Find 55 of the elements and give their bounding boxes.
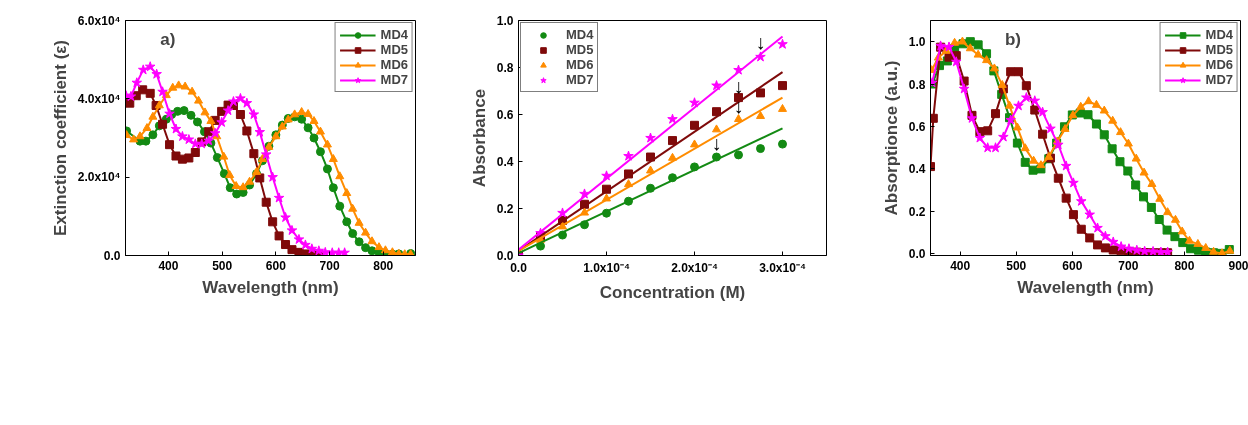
y-tick-label: 2.0x10⁴ — [77, 170, 121, 185]
x-tick-label: 3.0x10⁻⁴ — [759, 260, 806, 275]
y-tick-label: 0.4 — [496, 155, 514, 169]
y-tick-label: 0.6 — [496, 108, 514, 122]
x-axis-title: Wavelength (nm) — [1017, 277, 1154, 297]
x-tick-label: 900 — [1228, 258, 1248, 273]
x-tick-label: 800 — [1174, 258, 1195, 273]
x-tick-label: 400 — [950, 258, 971, 273]
annotation: ↓ — [711, 132, 722, 155]
x-tick-label: 800 — [373, 258, 394, 273]
y-axis-title: Extinction coefficient (ε) — [50, 39, 70, 237]
x-tick-label: 600 — [1062, 258, 1083, 273]
y-axis-title: Absorbance — [469, 88, 489, 188]
legend-label: MD6 — [566, 57, 594, 72]
legend-label: MD5 — [380, 42, 408, 57]
annotation: ↓ — [733, 94, 744, 117]
x-tick-label: 700 — [319, 258, 340, 273]
legend-label: MD7 — [380, 72, 408, 87]
legend-label: MD7 — [566, 72, 594, 87]
y-tick-label: 1.0 — [908, 35, 926, 50]
legend-label: MD4 — [1205, 27, 1233, 42]
x-tick-label: 600 — [265, 258, 287, 273]
legend-label: MD5 — [1205, 42, 1233, 57]
legend-label: MD4 — [566, 27, 594, 42]
legend-label: MD6 — [380, 57, 408, 72]
x-tick-label: 500 — [212, 258, 233, 273]
y-tick-label: 6.0x10⁴ — [77, 13, 121, 28]
y-tick-label: 0.8 — [496, 61, 514, 75]
annotation: ↓ — [755, 31, 766, 54]
x-axis-title: Wavelength (nm) — [202, 277, 339, 297]
x-tick-label: 2.0x10⁻⁴ — [671, 260, 718, 275]
x-tick-label: 0.0 — [510, 260, 528, 275]
legend-label: MD7 — [1205, 72, 1233, 87]
x-tick-label: 400 — [158, 258, 179, 273]
annotation: b) — [1004, 29, 1021, 49]
y-tick-label: 0.4 — [908, 162, 926, 177]
x-tick-label: 700 — [1118, 258, 1139, 273]
y-tick-label: 0.2 — [496, 202, 514, 216]
y-axis-title: Absorptionce (a.u.) — [881, 60, 901, 216]
y-tick-label: 4.0x10⁴ — [77, 91, 121, 106]
y-tick-label: 0.8 — [908, 77, 926, 92]
y-tick-label: 0.0 — [496, 249, 514, 263]
legend-label: MD5 — [566, 42, 594, 57]
legend-label: MD6 — [1205, 57, 1233, 72]
y-tick-label: 0.6 — [908, 119, 926, 134]
y-tick-label: 0.2 — [908, 204, 926, 219]
x-tick-label: 1.0x10⁻⁴ — [583, 260, 630, 275]
y-tick-label: 0.0 — [908, 246, 926, 261]
x-tick-label: 500 — [1006, 258, 1027, 273]
x-axis-title: Concentration (M) — [599, 282, 746, 302]
legend-label: MD4 — [380, 27, 408, 42]
annotation: ↓ — [733, 74, 744, 97]
annotation: a) — [160, 29, 176, 49]
y-tick-label: 0.0 — [103, 248, 121, 263]
y-tick-label: 1.0 — [496, 14, 514, 28]
